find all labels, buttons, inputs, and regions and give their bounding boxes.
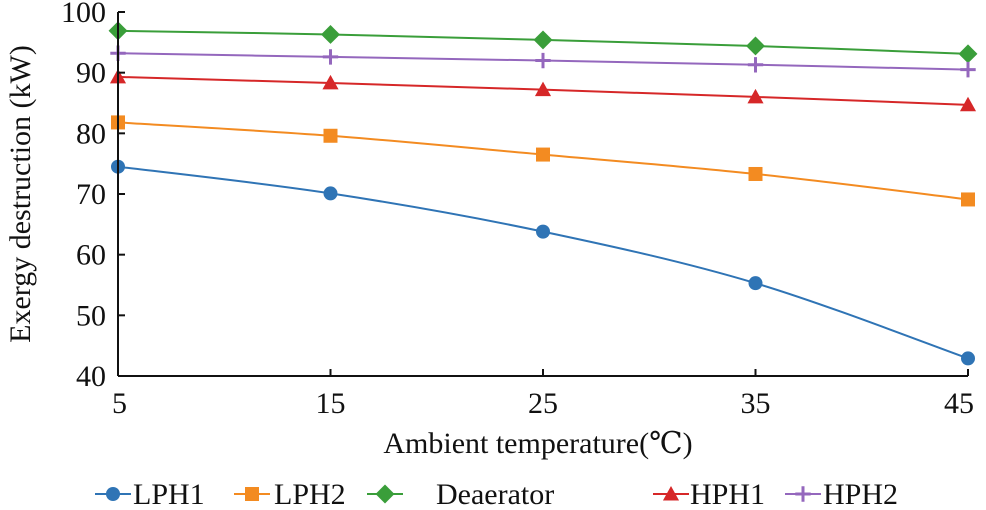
x-tick-label: 5	[112, 387, 127, 420]
x-ticks: 5 15 25 35 45	[112, 369, 974, 420]
x-axis-title: Ambient temperature(℃)	[383, 427, 692, 460]
data-point-lph1	[323, 186, 338, 201]
legend-label-deaerator: Deaerator	[436, 478, 554, 510]
data-point-hph1	[747, 88, 764, 104]
legend-label-hph2: HPH2	[823, 478, 898, 510]
y-ticks: 40 50 60 70 80 90 100	[61, 0, 125, 393]
legend-item-deaerator: Deaerator	[367, 478, 554, 510]
legend: LPH1 LPH2 Deaerator HPH1 HPH2	[95, 478, 898, 510]
data-point-hph2	[747, 57, 764, 73]
y-tick-label: 50	[76, 299, 106, 332]
y-tick-label: 40	[76, 360, 106, 393]
x-tick-label: 25	[528, 387, 558, 420]
data-point-deaerator	[321, 24, 340, 44]
y-axis-title: Exergy destruction (kW)	[4, 45, 37, 343]
data-point-lph2	[536, 147, 550, 162]
data-point-hph1	[959, 96, 977, 112]
x-tick-label: 45	[944, 387, 974, 420]
legend-label-lph2: LPH2	[274, 478, 346, 510]
data-point-lph2	[323, 128, 338, 143]
legend-item-hph1: HPH1	[653, 478, 765, 510]
legend-label-hph1: HPH1	[690, 478, 765, 510]
data-point-deaerator	[746, 36, 765, 56]
data-point-hph2	[960, 61, 976, 78]
data-point-lph1	[748, 276, 763, 291]
data-point-lph2	[748, 166, 763, 181]
data-point-lph1	[961, 351, 975, 366]
series-line-lph1	[117, 165, 969, 360]
x-tick-label: 35	[741, 387, 771, 420]
data-point-deaerator	[958, 44, 978, 64]
y-tick-label: 70	[76, 178, 106, 211]
y-tick-label: 60	[76, 239, 106, 272]
data-point-hph1	[534, 81, 552, 97]
legend-marker-lph1	[106, 487, 120, 501]
legend-item-lph1: LPH1	[95, 478, 205, 510]
legend-item-lph2: LPH2	[234, 478, 346, 510]
legend-label-lph1: LPH1	[133, 478, 205, 510]
legend-marker-hph2	[795, 486, 811, 502]
x-tick-label: 15	[316, 387, 346, 420]
legend-item-hph2: HPH2	[785, 478, 898, 510]
data-point-hph1	[322, 74, 339, 90]
legend-marker-hph1	[662, 485, 680, 501]
y-tick-label: 100	[61, 0, 106, 29]
legend-marker-deaerator	[375, 484, 395, 504]
legend-marker-lph2	[245, 487, 259, 501]
data-point-deaerator	[533, 30, 553, 50]
data-point-hph2	[535, 52, 551, 69]
series-lines	[117, 29, 969, 360]
data-point-lph2	[961, 192, 975, 207]
y-tick-label: 90	[76, 57, 106, 90]
data-point-lph1	[536, 224, 550, 239]
y-tick-label: 80	[76, 117, 106, 150]
data-point-hph2	[322, 49, 339, 65]
